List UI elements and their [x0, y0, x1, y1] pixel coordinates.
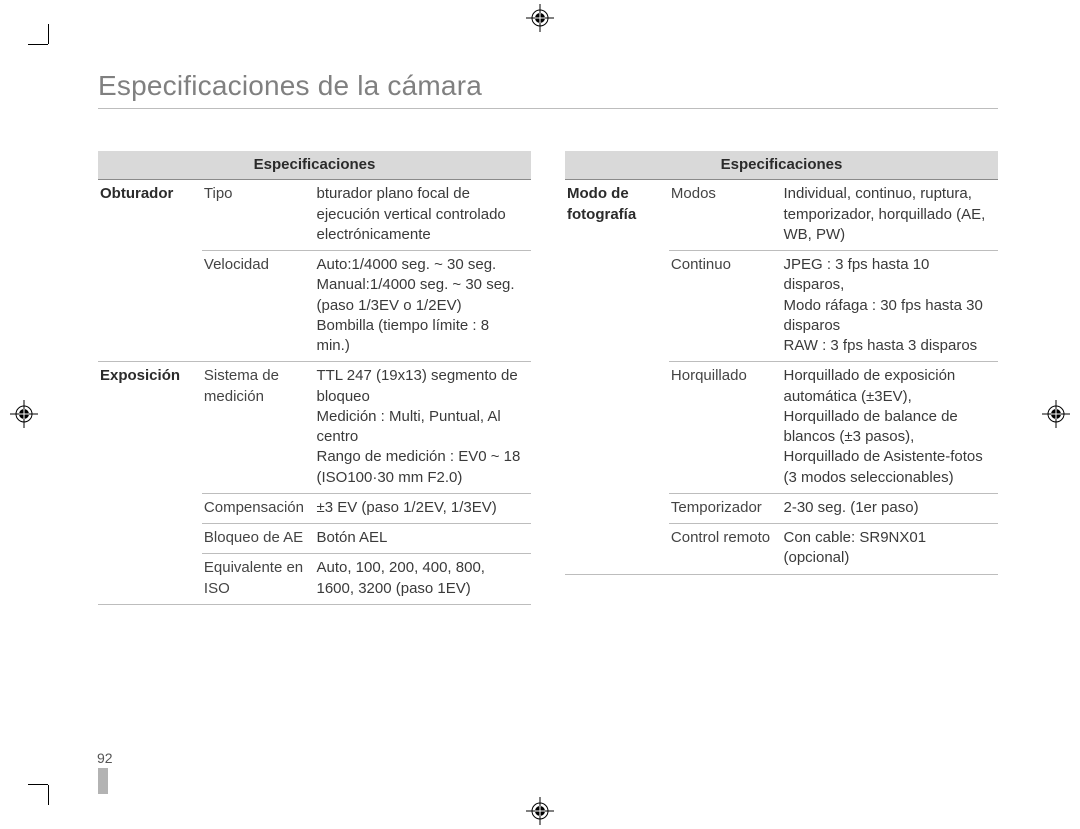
spec-columns: Especificaciones ObturadorTipobturador p…: [98, 151, 998, 605]
spec-label: Sistema de medición: [202, 362, 315, 494]
table-header: Especificaciones: [98, 151, 531, 180]
spec-value: JPEG : 3 fps hasta 10 disparos,Modo ráfa…: [781, 251, 998, 362]
spec-value: ±3 EV (paso 1/2EV, 1/3EV): [314, 493, 531, 523]
crop-mark: [48, 785, 49, 805]
crop-mark: [28, 784, 48, 785]
spec-label: Continuo: [669, 251, 782, 362]
spec-label: Velocidad: [202, 251, 315, 362]
table-row: ExposiciónSistema de mediciónTTL 247 (19…: [98, 362, 531, 494]
page-number: 92: [97, 750, 113, 766]
spec-value: Con cable: SR9NX01 (opcional): [781, 524, 998, 575]
spec-label: Tipo: [202, 180, 315, 251]
registration-mark-icon: [1042, 400, 1070, 428]
spec-label: Equivalente en ISO: [202, 554, 315, 605]
registration-mark-icon: [10, 400, 38, 428]
spec-label: Horquillado: [669, 362, 782, 494]
spec-label: Control remoto: [669, 524, 782, 575]
registration-mark-icon: [526, 4, 554, 32]
spec-value: 2-30 seg. (1er paso): [781, 493, 998, 523]
spec-value: bturador plano focal de ejecución vertic…: [314, 180, 531, 251]
spec-value: Horquillado de exposición automática (±3…: [781, 362, 998, 494]
table-header: Especificaciones: [565, 151, 998, 180]
page-content: Especificaciones de la cámara Especifica…: [98, 70, 998, 605]
spec-label: Temporizador: [669, 493, 782, 523]
spec-value: Auto, 100, 200, 400, 800, 1600, 3200 (pa…: [314, 554, 531, 605]
table-row: ObturadorTipobturador plano focal de eje…: [98, 180, 531, 251]
spec-column-right: Especificaciones Modo de fotografíaModos…: [565, 151, 998, 605]
page-title: Especificaciones de la cámara: [98, 70, 998, 102]
spec-label: Modos: [669, 180, 782, 251]
spec-section: Modo de fotografía: [565, 180, 669, 574]
page-footer: 92: [98, 750, 113, 794]
spec-table-right: Especificaciones Modo de fotografíaModos…: [565, 151, 998, 575]
table-row: Modo de fotografíaModosIndividual, conti…: [565, 180, 998, 251]
crop-mark: [48, 24, 49, 44]
spec-section: Obturador: [98, 180, 202, 362]
crop-mark: [28, 44, 48, 45]
registration-mark-icon: [526, 797, 554, 825]
spec-value: TTL 247 (19x13) segmento de bloqueoMedic…: [314, 362, 531, 494]
spec-section: Exposición: [98, 362, 202, 605]
spec-column-left: Especificaciones ObturadorTipobturador p…: [98, 151, 531, 605]
spec-value: Botón AEL: [314, 524, 531, 554]
spec-value: Individual, continuo, ruptura, temporiza…: [781, 180, 998, 251]
title-divider: [98, 108, 998, 109]
page-number-bar: [98, 768, 108, 794]
spec-label: Compensación: [202, 493, 315, 523]
spec-label: Bloqueo de AE: [202, 524, 315, 554]
spec-value: Auto:1/4000 seg. ~ 30 seg.Manual:1/4000 …: [314, 251, 531, 362]
spec-table-left: Especificaciones ObturadorTipobturador p…: [98, 151, 531, 605]
